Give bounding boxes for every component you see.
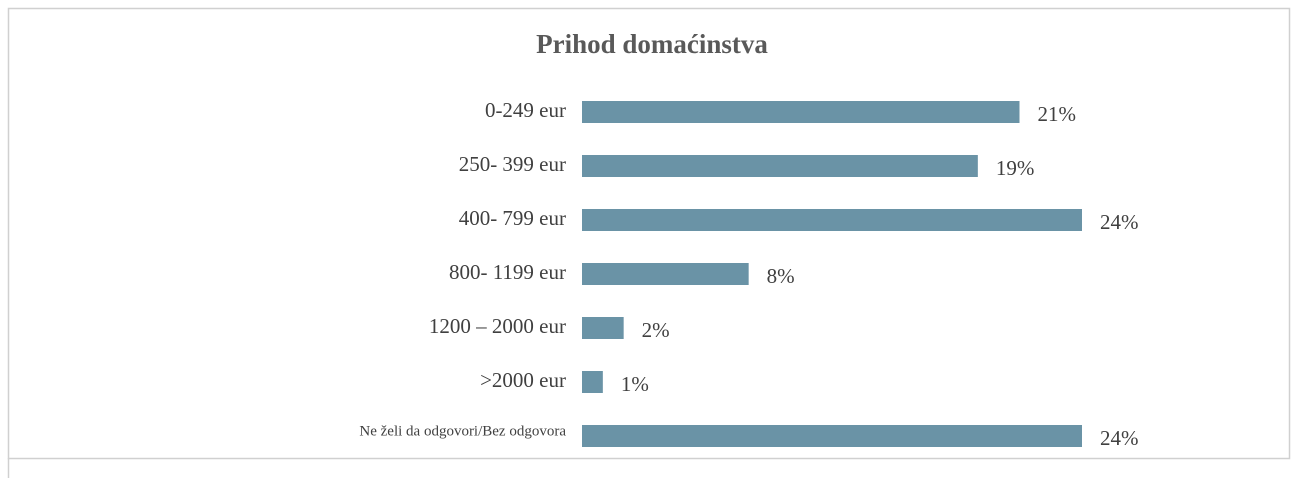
bar xyxy=(582,317,624,339)
category-label: 800- 1199 eur xyxy=(449,260,566,284)
bar xyxy=(582,209,1082,231)
chart-frame xyxy=(7,7,1291,460)
value-label: 1% xyxy=(621,372,649,396)
bar xyxy=(582,425,1082,447)
bar xyxy=(582,155,978,177)
bar xyxy=(582,263,749,285)
bar xyxy=(582,371,603,393)
category-label: >2000 eur xyxy=(480,368,566,392)
category-label: 1200 – 2000 eur xyxy=(429,314,566,338)
value-label: 21% xyxy=(1038,102,1077,126)
chart-title: Prihod domaćinstva xyxy=(536,29,768,59)
value-label: 24% xyxy=(1100,210,1139,234)
value-label: 8% xyxy=(767,264,795,288)
value-label: 2% xyxy=(642,318,670,342)
value-label: 19% xyxy=(996,156,1034,180)
value-label: 24% xyxy=(1100,426,1139,450)
category-label: 250- 399 eur xyxy=(459,152,566,176)
category-label: 0-249 eur xyxy=(485,98,566,122)
category-label: 400- 799 eur xyxy=(459,206,566,230)
bar xyxy=(582,101,1020,123)
category-label: Ne želi da odgovori/Bez odgovora xyxy=(359,423,566,439)
